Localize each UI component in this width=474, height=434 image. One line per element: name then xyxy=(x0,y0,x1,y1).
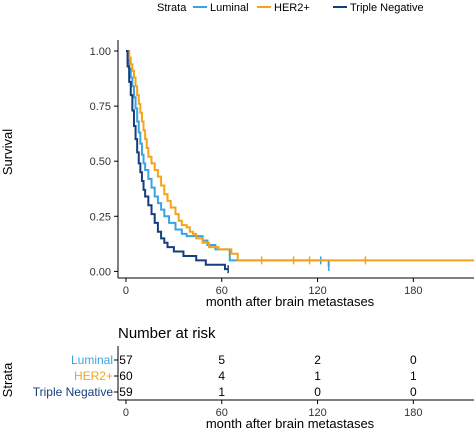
risk-table-x-tick-label: 120 xyxy=(308,407,326,419)
x-tick-label: 0 xyxy=(123,285,129,297)
risk-cell-luminal: 57 xyxy=(119,353,133,367)
risk-cell-her2-: 1 xyxy=(410,369,417,383)
legend-title: Strata xyxy=(157,2,187,14)
risk-table-y-label: Strata xyxy=(0,362,15,397)
risk-table-title: Number at risk xyxy=(118,325,216,342)
risk-row-label-luminal: Luminal xyxy=(71,353,113,367)
legend-label-triple-negative: Triple Negative xyxy=(350,2,424,14)
risk-table: Number at risk Strata 0 60 120 180 Luminal 5… xyxy=(0,325,474,431)
series-line-triple-negative xyxy=(125,50,229,271)
survival-plot: 0.00 0.25 0.50 0.75 1.00 0 60 120 180 Survival m… xyxy=(0,40,474,309)
risk-cell-luminal: 5 xyxy=(218,353,225,367)
risk-table-x-tick-label: 60 xyxy=(216,407,228,419)
y-tick-label: 0.75 xyxy=(90,101,111,113)
risk-table-x-label: month after brain metastases xyxy=(206,416,375,431)
legend-label-luminal: Luminal xyxy=(210,2,249,14)
risk-cell-her2-: 1 xyxy=(314,369,321,383)
risk-cell-triple-negative: 1 xyxy=(218,385,225,399)
series-line-her2- xyxy=(125,50,474,262)
y-tick-label: 0.25 xyxy=(90,211,111,223)
series-line-luminal xyxy=(125,50,330,267)
risk-cell-luminal: 0 xyxy=(410,353,417,367)
risk-cell-triple-negative: 0 xyxy=(410,385,417,399)
legend-label-her2-: HER2+ xyxy=(274,2,310,14)
risk-table-x-tick-label: 0 xyxy=(123,407,129,419)
y-tick-label: 0.50 xyxy=(90,156,111,168)
risk-cell-triple-negative: 0 xyxy=(314,385,321,399)
risk-cell-her2-: 4 xyxy=(218,369,225,383)
x-tick-label: 60 xyxy=(216,285,228,297)
risk-table-x-tick-label: 180 xyxy=(404,407,422,419)
risk-cell-luminal: 2 xyxy=(314,353,321,367)
y-tick-label: 1.00 xyxy=(90,46,111,58)
risk-row-label-triple-negative: Triple Negative xyxy=(33,385,114,399)
risk-row-label-her2-: HER2+ xyxy=(74,369,113,383)
legend: Strata Luminal HER2+ Triple Negative xyxy=(157,2,424,14)
y-tick-label: 0.00 xyxy=(90,266,111,278)
y-axis-label: Survival xyxy=(0,129,15,175)
risk-cell-her2-: 60 xyxy=(119,369,133,383)
x-tick-label: 180 xyxy=(404,285,422,297)
risk-cell-triple-negative: 59 xyxy=(119,385,133,399)
x-axis-label: month after brain metastases xyxy=(206,294,375,309)
x-tick-label: 120 xyxy=(308,285,326,297)
